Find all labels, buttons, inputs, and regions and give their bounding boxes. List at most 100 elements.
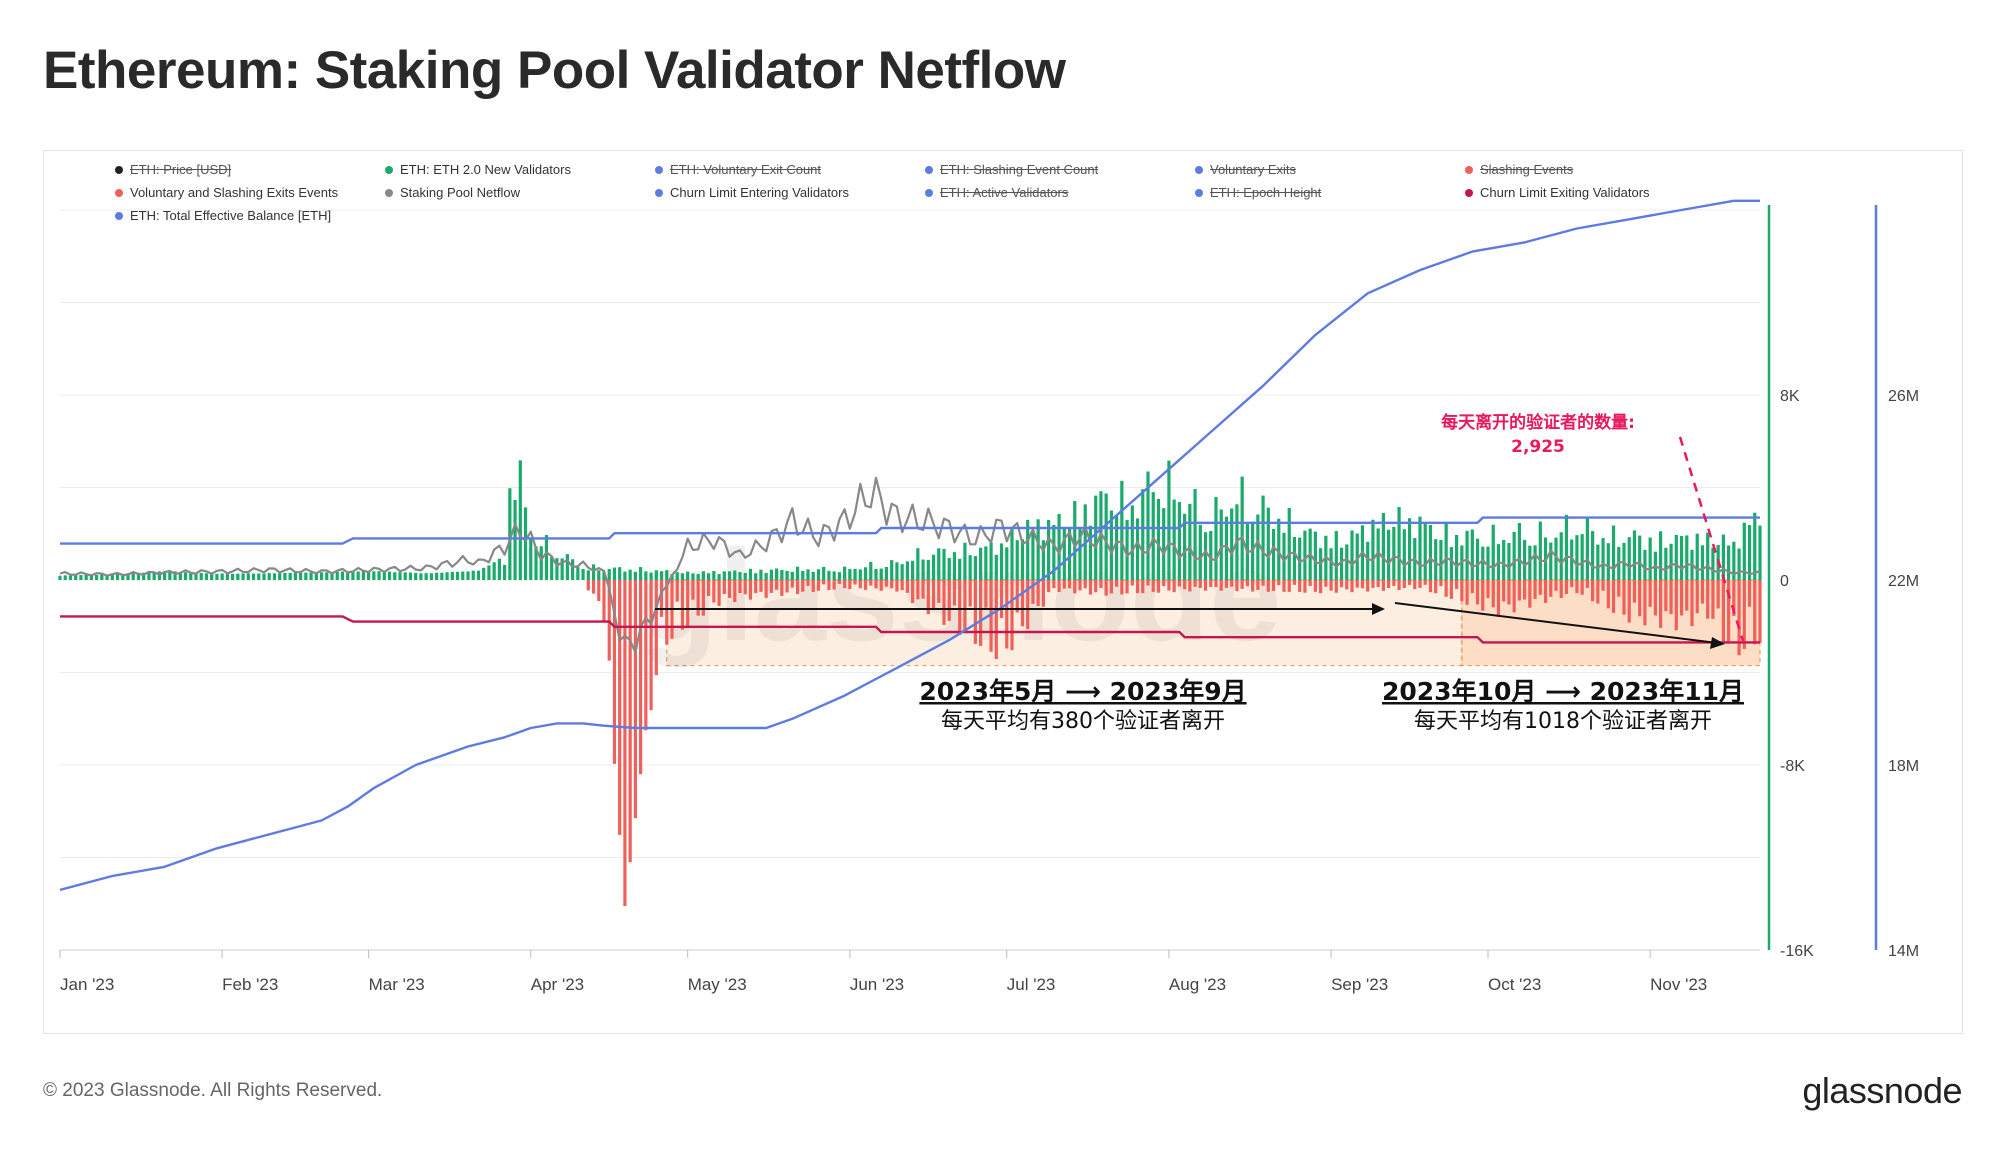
new-validators-bar — [1031, 530, 1035, 580]
x-tick-label: May '23 — [688, 975, 747, 994]
new-validators-bar — [1067, 528, 1072, 580]
exits-bar — [1010, 580, 1014, 651]
new-validators-bar — [210, 573, 214, 580]
new-validators-bar — [330, 571, 334, 580]
new-validators-bar — [100, 574, 104, 580]
exits-bar — [1230, 580, 1234, 587]
new-validators-bar — [900, 564, 904, 580]
new-validators-bar — [654, 570, 658, 580]
new-validators-bar — [1711, 547, 1715, 580]
period1-subtitle: 每天平均有380个验证者离开 — [941, 709, 1225, 734]
new-validators-bar — [1570, 539, 1574, 580]
new-validators-bar — [1041, 540, 1045, 580]
new-validators-bar — [1638, 535, 1642, 580]
legend-item[interactable]: ETH: Epoch Height — [1195, 183, 1465, 202]
new-validators-bar — [1298, 537, 1302, 580]
new-validators-bar — [1156, 498, 1161, 580]
exits-bar — [1601, 580, 1605, 591]
new-validators-bar — [994, 554, 998, 580]
exits-bar — [958, 580, 962, 635]
legend-item[interactable]: ETH: Total Effective Balance [ETH] — [115, 206, 385, 225]
new-validators-bar — [377, 571, 381, 580]
new-validators-bar — [926, 559, 930, 580]
legend-item[interactable]: ETH: ETH 2.0 New Validators — [385, 160, 655, 179]
legend-item[interactable]: Churn Limit Exiting Validators — [1465, 183, 1735, 202]
new-validators-bar — [1428, 525, 1433, 580]
new-validators-bar — [790, 571, 794, 580]
legend-item[interactable]: Churn Limit Entering Validators — [655, 183, 925, 202]
new-validators-bar — [1005, 547, 1009, 580]
exits-bar — [806, 580, 810, 586]
exits-bar — [759, 580, 763, 592]
exits-bar — [680, 580, 685, 630]
legend-item[interactable]: Voluntary and Slashing Exits Events — [115, 183, 385, 202]
legend-item[interactable]: ETH: Price [USD] — [115, 160, 385, 179]
exits-bar — [1638, 580, 1642, 617]
legend-item[interactable]: ETH: Active Validators — [925, 183, 1195, 202]
legend-item[interactable]: ETH: Slashing Event Count — [925, 160, 1195, 179]
new-validators-bar — [293, 572, 297, 580]
new-validators-bar — [508, 488, 512, 580]
exits-bar — [1685, 580, 1689, 611]
copyright-footer: © 2023 Glassnode. All Rights Reserved. — [43, 1080, 383, 1101]
new-validators-bar — [1015, 540, 1019, 580]
new-validators-bar — [288, 572, 292, 580]
legend-item[interactable]: Slashing Events — [1465, 160, 1735, 179]
new-validators-bar — [680, 573, 685, 580]
new-validators-bar — [905, 561, 909, 580]
new-validators-bar — [780, 569, 784, 580]
new-validators-bar — [999, 543, 1004, 580]
new-validators-bar — [1486, 546, 1490, 580]
new-validators-bar — [576, 566, 580, 580]
exits-bar — [1690, 580, 1694, 627]
exits-bar — [1402, 580, 1406, 588]
new-validators-bar — [487, 565, 491, 580]
new-validators-bar — [686, 571, 690, 580]
new-validators-bar — [173, 571, 177, 580]
new-validators-bar — [1418, 516, 1422, 580]
new-validators-bar — [811, 571, 815, 580]
exits-bar — [696, 580, 700, 616]
new-validators-bar — [1146, 471, 1150, 580]
exits-bar — [1099, 580, 1103, 588]
new-validators-bar — [1329, 548, 1333, 580]
exits-bar — [947, 580, 951, 621]
new-validators-bar — [236, 573, 240, 580]
new-validators-bar — [1345, 544, 1349, 580]
new-validators-bar — [1549, 542, 1553, 580]
exits-bar — [1732, 580, 1736, 616]
new-validators-bar — [325, 572, 329, 580]
legend-item[interactable]: Voluntary Exits — [1195, 160, 1465, 179]
new-validators-bar — [1575, 535, 1579, 580]
exits-bar — [1026, 580, 1030, 629]
legend-item[interactable]: ETH: Voluntary Exit Count — [655, 160, 925, 179]
new-validators-bar — [1517, 523, 1521, 580]
new-validators-bar — [95, 574, 99, 580]
new-validators-bar — [1355, 533, 1359, 580]
exits-bar — [884, 580, 889, 587]
series-line-churn-limit-exiting-validators — [60, 615, 1760, 644]
new-validators-bar — [1502, 539, 1506, 580]
new-validators-bar — [539, 546, 543, 580]
new-validators-bar — [534, 546, 538, 580]
exits-bar — [1109, 580, 1113, 594]
new-validators-bar — [916, 548, 920, 580]
new-validators-bar — [110, 574, 114, 580]
y-right-tick-label: 14M — [1888, 943, 1919, 960]
new-validators-bar — [1585, 517, 1589, 580]
exits-bar — [1695, 580, 1699, 614]
line-series — [59, 199, 1761, 892]
new-validators-bar — [1606, 543, 1610, 580]
legend-item[interactable]: Staking Pool Netflow — [385, 183, 655, 202]
annotations: 2023年5月 ⟶ 2023年9月 每天平均有380个验证者离开 2023年10… — [655, 412, 1745, 734]
new-validators-bar — [571, 559, 575, 580]
exits-bar — [1611, 580, 1616, 613]
callout-dashed-line — [1678, 436, 1745, 642]
exits-bar — [1203, 580, 1208, 591]
exits-bar — [1303, 580, 1307, 593]
exits-bar — [1120, 580, 1124, 595]
new-validators-bar — [79, 575, 83, 580]
exits-bar — [743, 580, 747, 595]
new-validators-bar — [393, 572, 397, 580]
new-validators-bar — [319, 572, 324, 580]
